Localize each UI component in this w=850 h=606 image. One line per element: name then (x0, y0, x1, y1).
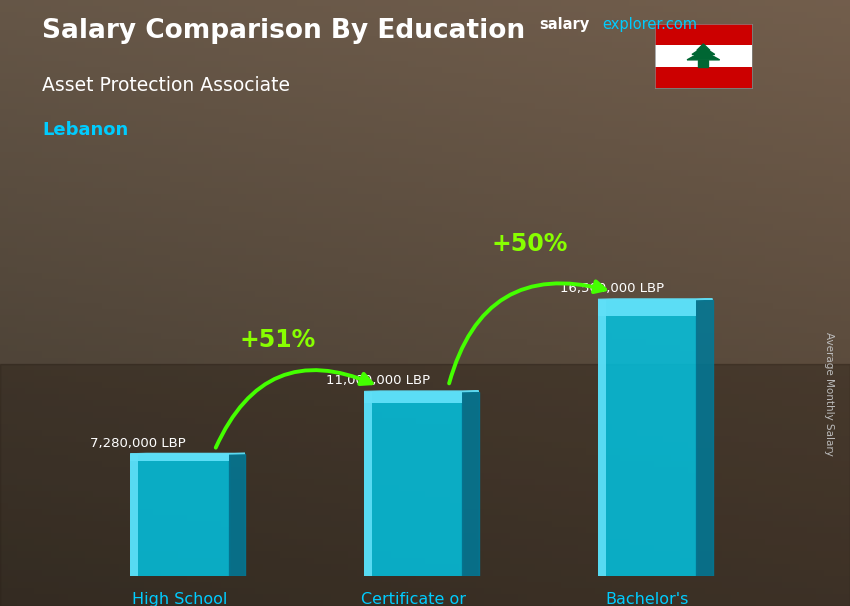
Text: Average Monthly Salary: Average Monthly Salary (824, 332, 834, 456)
Bar (364, 391, 462, 576)
Bar (364, 391, 462, 402)
Polygon shape (687, 53, 720, 60)
Text: Salary Comparison By Education: Salary Comparison By Education (42, 18, 525, 44)
Bar (598, 299, 606, 576)
Polygon shape (692, 49, 715, 55)
Polygon shape (699, 60, 708, 67)
Text: +51%: +51% (240, 328, 316, 352)
Text: explorer.com: explorer.com (602, 17, 697, 32)
Bar (598, 299, 696, 316)
Text: 16,500,000 LBP: 16,500,000 LBP (560, 282, 664, 295)
Bar (130, 454, 229, 461)
Text: 11,000,000 LBP: 11,000,000 LBP (326, 375, 430, 387)
Polygon shape (697, 44, 710, 50)
Bar (654, 24, 752, 45)
Polygon shape (696, 299, 712, 576)
Bar (654, 67, 752, 88)
Text: 7,280,000 LBP: 7,280,000 LBP (89, 437, 185, 450)
Polygon shape (229, 454, 245, 576)
Polygon shape (462, 391, 479, 576)
Bar (131, 454, 139, 576)
Text: Lebanon: Lebanon (42, 121, 128, 139)
Bar (130, 454, 229, 576)
Text: +50%: +50% (492, 232, 569, 256)
Text: salary: salary (540, 17, 590, 32)
Bar (598, 299, 696, 576)
Bar (364, 391, 372, 576)
Bar (654, 45, 752, 67)
Text: Asset Protection Associate: Asset Protection Associate (42, 76, 291, 95)
